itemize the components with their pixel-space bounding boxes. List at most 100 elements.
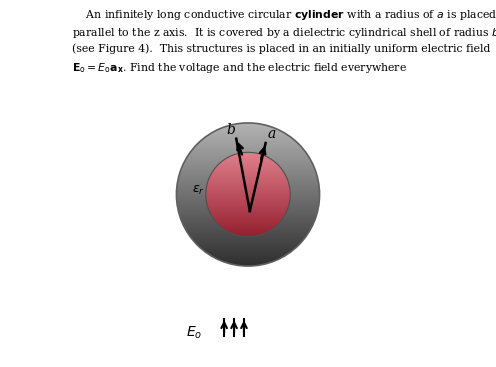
Bar	[209, 177, 287, 178]
Bar	[179, 212, 317, 213]
Bar	[195, 243, 301, 244]
Bar	[210, 176, 286, 177]
Bar	[228, 263, 268, 264]
Bar	[215, 168, 281, 169]
Bar	[213, 170, 283, 171]
Bar	[211, 173, 285, 174]
Bar	[180, 173, 316, 174]
Bar	[213, 218, 283, 219]
Bar	[177, 204, 319, 205]
Bar	[191, 151, 305, 152]
Bar	[187, 232, 309, 233]
Bar	[206, 191, 290, 192]
Bar	[183, 164, 313, 165]
Bar	[209, 254, 287, 255]
Bar	[233, 155, 263, 156]
Bar	[177, 184, 319, 185]
Bar	[207, 203, 289, 204]
Bar	[238, 265, 258, 266]
Bar	[189, 236, 307, 237]
Bar	[227, 230, 269, 231]
Bar	[178, 180, 318, 181]
Bar	[214, 131, 282, 132]
Bar	[207, 204, 289, 205]
Bar	[217, 166, 279, 167]
Bar	[210, 255, 286, 256]
Bar	[218, 129, 278, 130]
Bar	[180, 171, 316, 172]
Bar	[186, 230, 310, 231]
Bar	[192, 239, 304, 240]
Bar	[179, 176, 317, 177]
Bar	[191, 238, 305, 239]
Bar	[207, 185, 289, 186]
Bar	[227, 231, 269, 232]
Bar	[211, 215, 285, 216]
Bar	[196, 145, 300, 146]
Bar	[230, 232, 266, 233]
Bar	[206, 187, 290, 188]
Bar	[177, 194, 319, 195]
Bar	[183, 224, 313, 225]
Bar	[238, 153, 258, 154]
Bar	[216, 222, 280, 223]
Bar	[177, 200, 319, 201]
Bar	[177, 188, 319, 189]
Bar	[210, 212, 286, 213]
Bar	[208, 181, 288, 182]
Text: b: b	[226, 123, 235, 137]
Bar	[190, 152, 306, 153]
Bar	[208, 182, 288, 183]
Bar	[220, 260, 276, 261]
Bar	[227, 158, 269, 159]
Bar	[213, 171, 283, 172]
Bar	[191, 151, 305, 152]
Bar	[191, 237, 305, 238]
Bar	[221, 227, 275, 228]
Bar	[177, 202, 319, 203]
Text: An infinitely long conductive circular $\mathbf{cylinder}$ with a radius of $a$ : An infinitely long conductive circular $…	[72, 8, 496, 22]
Bar	[180, 217, 316, 218]
Bar	[177, 191, 319, 192]
Bar	[201, 249, 295, 250]
Bar	[207, 253, 289, 254]
Bar	[208, 209, 288, 210]
Bar	[181, 168, 315, 169]
Bar	[212, 216, 284, 217]
Bar	[189, 153, 307, 154]
Bar	[225, 229, 271, 230]
Text: (see Figure 4).  This structures is placed in an initially uniform electric fiel: (see Figure 4). This structures is place…	[72, 43, 490, 54]
Bar	[231, 125, 265, 126]
Bar	[206, 202, 290, 203]
Bar	[208, 208, 288, 209]
Bar	[218, 259, 278, 260]
Bar	[216, 167, 280, 168]
Bar	[211, 256, 285, 257]
Bar	[215, 221, 281, 222]
Bar	[206, 199, 290, 200]
Bar	[211, 174, 285, 175]
Bar	[182, 222, 314, 223]
Bar	[233, 233, 263, 234]
Bar	[185, 227, 311, 228]
Bar	[180, 172, 316, 173]
Bar	[218, 224, 278, 225]
Bar	[218, 224, 278, 225]
Bar	[206, 195, 290, 196]
Bar	[235, 154, 261, 155]
Bar	[221, 226, 275, 227]
Bar	[181, 219, 315, 220]
Bar	[219, 225, 277, 226]
Bar	[212, 217, 284, 218]
Bar	[182, 166, 314, 167]
Bar	[227, 157, 269, 158]
Bar	[197, 244, 299, 245]
Bar	[178, 209, 318, 210]
Bar	[188, 155, 308, 156]
Bar	[177, 201, 319, 202]
Text: a: a	[268, 127, 276, 141]
Bar	[215, 220, 281, 221]
Bar	[214, 219, 282, 220]
Bar	[210, 175, 286, 176]
Bar	[177, 185, 319, 186]
